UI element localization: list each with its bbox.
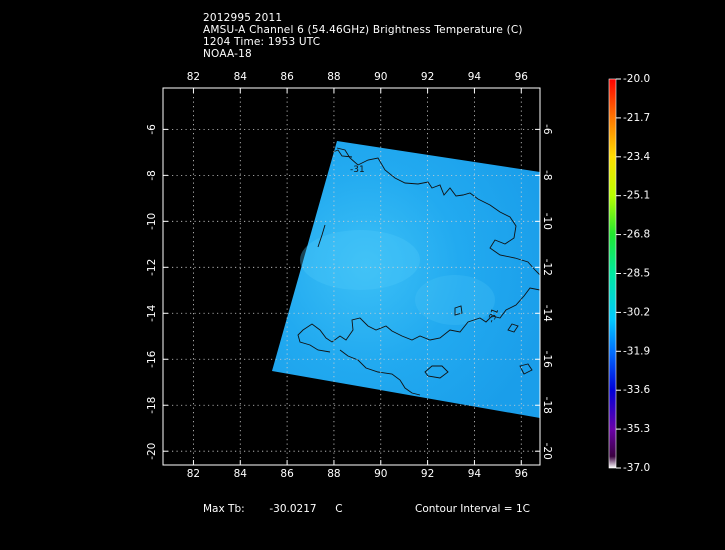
contour-line <box>339 349 421 396</box>
lon-tick-label: 86 <box>280 71 294 83</box>
lat-tick-label: -6 <box>541 124 553 135</box>
header-time: 1204 Time: 1953 UTC <box>203 36 321 48</box>
lat-tick-label: -10 <box>146 213 158 230</box>
header-satellite: NOAA-18 <box>203 48 252 60</box>
lat-tick-label: -12 <box>541 259 553 276</box>
colorbar-label: -21.7 <box>623 112 650 124</box>
lon-tick-label: 96 <box>515 71 529 83</box>
lat-tick-label: -16 <box>146 350 158 367</box>
lon-tick-label: 86 <box>280 468 294 480</box>
lat-axis: -6 -6 -8 -8 -10 -10 -12 -12 -14 -14 -16 -16 -18 -18 -2… <box>146 124 553 460</box>
lat-tick-label: -12 <box>146 259 158 276</box>
contour-line <box>507 323 519 333</box>
contour-line <box>519 363 533 375</box>
lat-tick-label: -14 <box>541 305 553 322</box>
lat-tick-label: -16 <box>541 351 553 368</box>
max-tb-label: Max Tb: <box>203 503 245 515</box>
lon-tick-label: 96 <box>515 468 529 480</box>
colorbar-label: -33.6 <box>623 384 650 396</box>
lon-tick-label: 90 <box>374 71 387 83</box>
contour-label: -31 <box>350 165 365 175</box>
lat-tick-label: -8 <box>541 170 553 180</box>
lon-tick-label: 84 <box>234 71 248 83</box>
max-tb-value: -30.0217 <box>269 503 317 515</box>
map-header: 2012995 2011 AMSU-A Channel 6 (54.46GHz)… <box>203 12 523 60</box>
colorbar-label: -26.8 <box>623 229 650 241</box>
lon-tick-label: 90 <box>374 468 387 480</box>
lon-tick-label: 92 <box>421 468 434 480</box>
contour-line <box>317 224 326 248</box>
lat-tick-label: -10 <box>541 213 553 230</box>
lat-tick-label: -18 <box>146 397 158 414</box>
header-channel: AMSU-A Channel 6 (54.46GHz) Brightness T… <box>203 24 523 36</box>
contour-line <box>336 147 540 276</box>
lat-tick-label: -14 <box>146 304 158 321</box>
swath-texture <box>415 275 495 325</box>
colorbar-label: -37.0 <box>623 462 650 474</box>
contour-label: -31 <box>487 307 501 324</box>
colorbar-label: -30.2 <box>623 306 650 318</box>
contour-line <box>454 305 463 316</box>
colorbar-labels: -20.0 -21.7 -23.4 -25.1 -26.8 -28.5 -30.2 -31.9… <box>616 73 650 474</box>
lon-tick-label: 88 <box>327 468 340 480</box>
max-tb: Max Tb: -30.0217 C <box>203 503 343 515</box>
lat-tick-label: -6 <box>146 124 158 135</box>
lat-tick-label: -20 <box>146 443 158 460</box>
lon-tick-label: 84 <box>234 468 248 480</box>
colorbar-label: -25.1 <box>623 190 650 202</box>
lat-tick-label: -18 <box>541 397 553 414</box>
max-tb-unit: C <box>335 503 343 515</box>
swath-area <box>272 141 540 418</box>
swath-group: -31 -31 <box>272 141 540 418</box>
colorbar-label: -23.4 <box>623 151 650 163</box>
lon-tick-label: 82 <box>187 468 200 480</box>
lon-axis: 82 82 84 84 86 86 88 88 90 90 92 92 94 94 96 96 <box>187 71 529 480</box>
colorbar-label: -31.9 <box>623 345 650 357</box>
lon-tick-label: 94 <box>468 468 482 480</box>
lon-tick-label: 82 <box>187 71 200 83</box>
contour-line <box>297 287 540 353</box>
map-frame <box>162 87 541 466</box>
contour-interval: Contour Interval = 1C <box>415 503 530 515</box>
lat-tick-label: -20 <box>541 443 553 460</box>
swath-texture <box>300 230 420 290</box>
lon-tick-label: 88 <box>327 71 340 83</box>
contour-line <box>332 149 353 158</box>
lon-tick-label: 94 <box>468 71 482 83</box>
lat-tick-label: -8 <box>146 170 158 180</box>
colorbar <box>608 78 617 469</box>
colorbar-label: -20.0 <box>623 73 650 85</box>
colorbar-label: -28.5 <box>623 268 650 280</box>
lon-tick-label: 92 <box>421 71 434 83</box>
header-date: 2012995 2011 <box>203 12 283 24</box>
colorbar-label: -35.3 <box>623 423 650 435</box>
